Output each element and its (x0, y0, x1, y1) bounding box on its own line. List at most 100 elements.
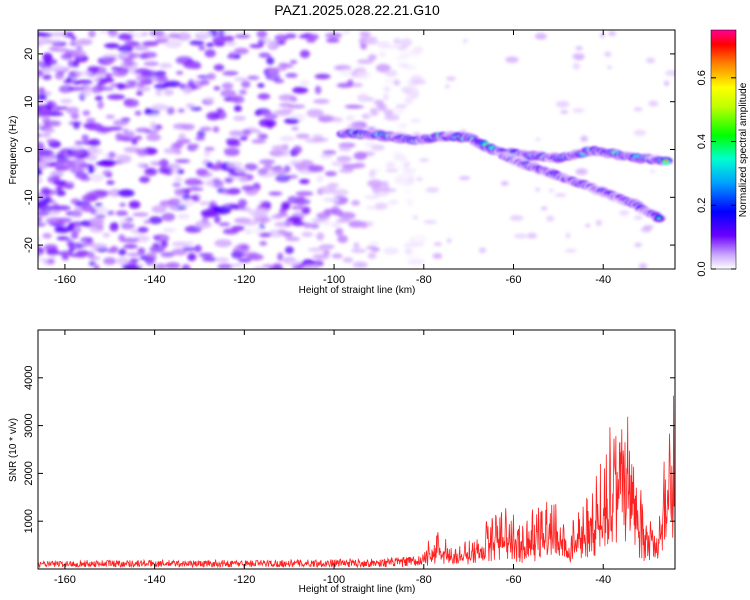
noise-speck (572, 53, 585, 60)
noise-blob (98, 81, 107, 86)
noise-blob (345, 115, 355, 122)
noise-blob (274, 34, 288, 43)
noise-blob (410, 234, 428, 243)
noise-blob (337, 235, 348, 243)
snr-x-ticks: -160 -140 -120 -100 -80 -60 -40 (54, 330, 611, 586)
noise-blob (281, 107, 295, 113)
noise-blob (271, 167, 287, 175)
noise-blob (42, 131, 50, 138)
noise-blob (42, 233, 52, 239)
noise-speck (560, 110, 569, 114)
noise-speck (462, 39, 468, 43)
noise-blob (161, 212, 176, 222)
noise-blob (90, 173, 104, 183)
noise-blob (146, 134, 161, 141)
noise-speck (478, 247, 487, 254)
noise-blob (171, 166, 179, 175)
noise-blob (150, 121, 156, 130)
noise-blob (56, 236, 70, 241)
noise-blob (384, 44, 400, 49)
noise-blob (233, 115, 246, 122)
noise-blob (395, 104, 408, 109)
noise-speck (535, 187, 540, 192)
noise-blob (378, 51, 387, 58)
snr-x-axis-label: Height of straight line (km) (299, 584, 416, 595)
noise-blob (408, 237, 415, 247)
noise-blob (289, 60, 298, 64)
noise-blob (162, 228, 176, 233)
noise-blob (394, 56, 410, 60)
noise-blob (149, 245, 165, 253)
noise-blob (361, 113, 371, 120)
noise-blob (367, 252, 377, 259)
noise-blob (312, 134, 323, 139)
noise-blob (42, 117, 51, 124)
noise-blob (208, 201, 217, 209)
noise-blob (174, 150, 182, 155)
noise-blob (359, 31, 371, 37)
noise-blob (198, 253, 214, 258)
noise-blob (105, 114, 115, 119)
noise-blob (38, 69, 44, 78)
noise-speck (445, 84, 450, 89)
noise-speck (565, 248, 577, 253)
noise-blob (80, 236, 93, 244)
noise-blob (134, 68, 150, 73)
noise-blob (239, 89, 247, 95)
noise-speck (608, 31, 616, 36)
x-tick-label: -40 (595, 274, 611, 286)
noise-blob (189, 40, 205, 46)
noise-blob (86, 117, 96, 124)
noise-blob (284, 164, 291, 173)
noise-blob (88, 165, 95, 174)
snr-panel: -160 -140 -120 -100 -80 -60 -40 1000 2000 3000 40… (8, 329, 676, 595)
noise-blob (168, 198, 182, 206)
noise-blob (266, 57, 275, 65)
noise-speck (412, 79, 427, 85)
noise-blob (104, 73, 113, 78)
noise-blob (214, 42, 226, 47)
noise-blob (292, 145, 302, 154)
noise-blob (339, 168, 354, 173)
noise-blob (353, 162, 366, 169)
noise-blob (95, 148, 103, 155)
noise-blob (81, 194, 98, 202)
noise-blob (404, 248, 413, 255)
noise-blob (42, 74, 52, 81)
noise-blob (38, 217, 43, 223)
noise-blob (52, 64, 65, 72)
noise-blob (68, 86, 85, 91)
noise-blob (57, 217, 72, 223)
noise-blob (81, 204, 94, 213)
noise-blob (257, 83, 265, 88)
noise-blob (92, 220, 102, 230)
noise-blob (38, 210, 50, 217)
noise-blob (334, 119, 344, 124)
noise-blob (70, 166, 85, 174)
noise-blob (125, 130, 136, 138)
noise-speck (425, 187, 439, 193)
noise-speck (446, 76, 456, 81)
noise-blob (38, 122, 44, 129)
noise-blob (38, 149, 55, 157)
noise-blob (277, 252, 284, 261)
noise-blob (109, 245, 119, 254)
noise-blob (38, 155, 41, 163)
noise-blob (322, 150, 337, 155)
noise-blob (382, 93, 390, 101)
noise-blob (38, 110, 52, 116)
y-tick-label: 10 (23, 96, 35, 108)
noise-blob (383, 109, 394, 116)
noise-blob (409, 118, 421, 123)
noise-blob (109, 188, 121, 197)
noise-blob (38, 104, 43, 112)
noise-blob (259, 241, 268, 246)
noise-blob (106, 210, 115, 216)
y-tick-label: 0 (23, 146, 35, 152)
noise-blob (148, 113, 161, 118)
noise-blob (241, 80, 251, 89)
noise-speck (555, 100, 570, 108)
noise-blob (281, 201, 291, 211)
noise-blob (397, 172, 416, 182)
noise-blob (126, 252, 143, 257)
